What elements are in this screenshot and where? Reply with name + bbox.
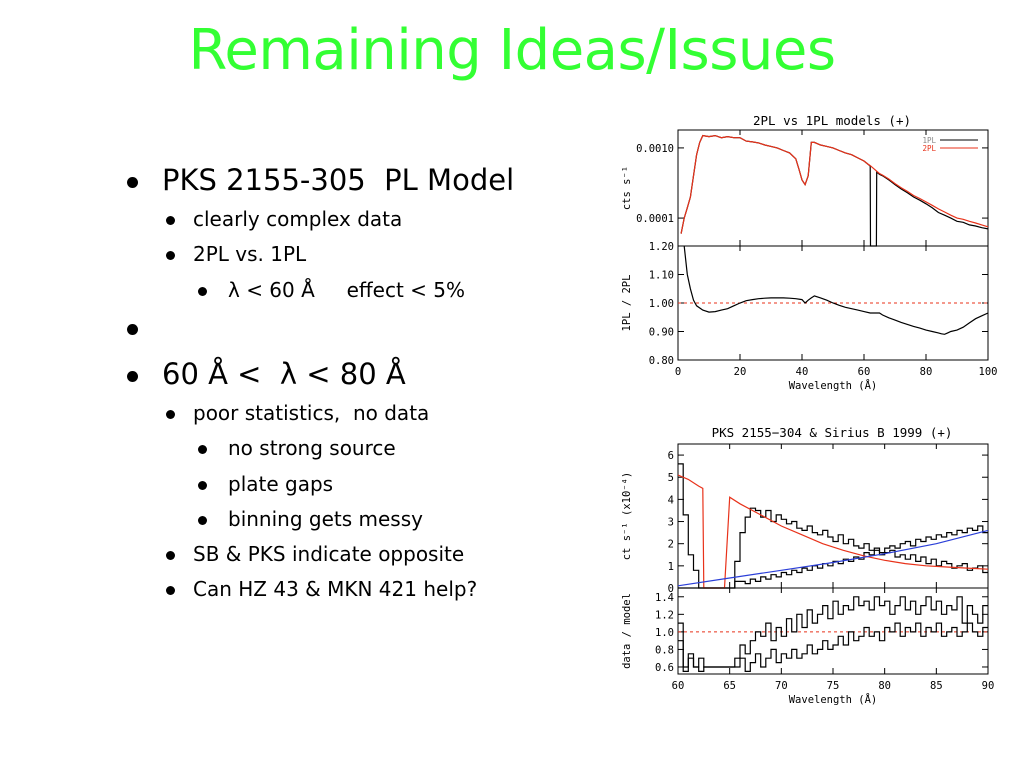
y-tick-label: 5 xyxy=(668,472,674,484)
bullet-dot xyxy=(198,287,207,296)
x-tick-label: 70 xyxy=(775,680,788,692)
y-axis-label: ct s⁻¹ (x10⁻⁴) xyxy=(621,472,633,561)
y-tick-label: 0.6 xyxy=(655,662,674,674)
series-line-1pl-2pl xyxy=(683,245,989,335)
bullet-dot xyxy=(166,551,175,560)
y-tick-label: 1.2 xyxy=(655,609,674,621)
slide-title: Remaining Ideas/Issues xyxy=(188,18,836,83)
y-tick-label: 6 xyxy=(668,450,674,462)
x-tick-label: 85 xyxy=(930,680,943,692)
y-tick-label: 0.80 xyxy=(649,355,674,367)
bullet-dot xyxy=(198,445,207,454)
y-tick-label: 1.00 xyxy=(649,298,674,310)
x-tick-label: 65 xyxy=(723,680,736,692)
x-axis-label: Wavelength (Å) xyxy=(789,693,878,706)
x-tick-label: 80 xyxy=(920,366,933,378)
y-tick-label: 3 xyxy=(668,517,674,529)
bullet-item: binning gets messy xyxy=(228,507,423,531)
x-axis-label: Wavelength (Å) xyxy=(789,379,878,392)
series-line-ratio-b xyxy=(678,622,988,672)
bullet-dot xyxy=(198,481,207,490)
bullet-item: poor statistics, no data xyxy=(193,401,430,425)
y-tick-label: 0.0001 xyxy=(636,213,674,225)
bullet-item: SB & PKS indicate opposite xyxy=(193,542,465,566)
y-tick-label: 1.4 xyxy=(655,592,674,604)
y-axis-label: cts s⁻¹ xyxy=(621,166,633,210)
bullet-dot xyxy=(127,177,138,188)
x-tick-label: 80 xyxy=(878,680,891,692)
x-tick-label: 60 xyxy=(672,680,685,692)
chart-title: PKS 2155−304 & Sirius B 1999 (+) xyxy=(712,425,953,440)
y-axis-label: data / model xyxy=(621,593,633,669)
bullet-dot xyxy=(166,216,175,225)
legend-label: 2PL xyxy=(922,144,936,153)
bullet-item: clearly complex data xyxy=(193,207,403,231)
series-line-model-red- xyxy=(677,474,989,589)
y-tick-label: 0 xyxy=(668,583,674,595)
bullet-dot xyxy=(127,324,138,335)
bullet-list: PKS 2155-305 PL Model clearly complex da… xyxy=(127,163,515,601)
y-tick-label: 1.20 xyxy=(649,241,674,253)
y-tick-label: 0.90 xyxy=(649,327,674,339)
x-tick-label: 75 xyxy=(827,680,840,692)
bullet-dot xyxy=(198,516,207,525)
bullet-item: 2PL vs. 1PL xyxy=(193,242,307,266)
bullet-dot xyxy=(166,586,175,595)
bullet-dot xyxy=(166,410,175,419)
x-tick-label: 90 xyxy=(982,680,995,692)
y-tick-label: 1 xyxy=(668,561,674,573)
series-line-ratio-a xyxy=(678,596,988,668)
bullet-item: Can HZ 43 & MKN 421 help? xyxy=(193,577,478,601)
y-axis-label: 1PL / 2PL xyxy=(621,275,633,332)
legend-label: 1PL xyxy=(922,136,936,145)
bullet-item: λ < 60 Å effect < 5% xyxy=(228,278,466,302)
series-line-data-histogram-b- xyxy=(678,525,988,589)
bullet-item: 60 Å < λ < 80 Å xyxy=(162,357,406,391)
series-line-model-blue- xyxy=(677,529,989,587)
x-tick-label: 100 xyxy=(979,366,998,378)
x-tick-label: 60 xyxy=(858,366,871,378)
x-tick-label: 0 xyxy=(675,366,681,378)
bullet-dot xyxy=(166,251,175,260)
y-tick-label: 1.10 xyxy=(649,270,674,282)
y-tick-label: 0.0010 xyxy=(636,143,674,155)
y-tick-label: 2 xyxy=(668,539,674,551)
bullet-dot xyxy=(127,371,138,382)
y-tick-label: 1.0 xyxy=(655,627,674,639)
series-line-1pl xyxy=(680,134,989,247)
x-tick-label: 20 xyxy=(734,366,747,378)
x-tick-label: 40 xyxy=(796,366,809,378)
series-line-2pl xyxy=(680,134,989,234)
series-line-data-histogram-a- xyxy=(678,463,988,589)
chart-pks-sirius: PKS 2155−304 & Sirius B 1999 (+) 0 1 2 3 4 5 6… xyxy=(621,425,995,706)
chart-title: 2PL vs 1PL models (+) xyxy=(753,113,911,128)
y-tick-label: 0.8 xyxy=(655,644,674,656)
bullet-item: plate gaps xyxy=(228,472,334,496)
bullet-item: PKS 2155-305 PL Model xyxy=(162,163,515,197)
y-tick-label: 4 xyxy=(668,494,674,506)
bullet-item: no strong source xyxy=(228,436,396,460)
